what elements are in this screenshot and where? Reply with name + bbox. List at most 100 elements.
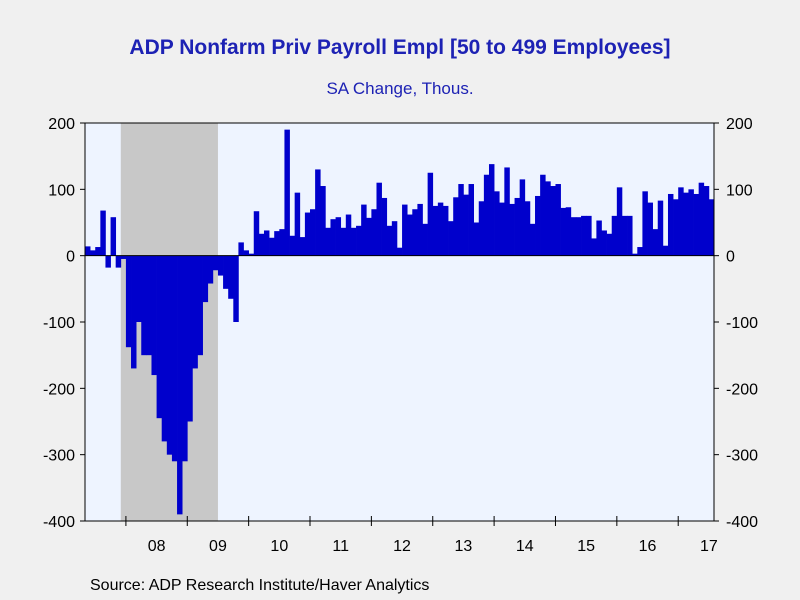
bar <box>611 215 618 256</box>
bar <box>274 231 280 256</box>
y-tick-label-left: 0 <box>66 249 75 266</box>
bar <box>688 189 694 256</box>
bar <box>606 233 613 256</box>
bar <box>279 229 285 256</box>
bar <box>161 255 168 442</box>
bar <box>110 217 117 256</box>
bar <box>182 255 188 462</box>
bar <box>146 255 152 356</box>
bar <box>253 211 260 256</box>
bar <box>581 215 587 256</box>
bar <box>463 194 469 256</box>
bar <box>325 227 331 256</box>
bar <box>223 255 229 289</box>
bar <box>442 205 449 256</box>
bar <box>621 215 628 256</box>
bar <box>483 174 490 256</box>
x-tick-label: 13 <box>455 538 473 555</box>
bar <box>683 192 689 256</box>
bar <box>330 219 336 256</box>
bar <box>627 215 633 256</box>
bar <box>151 255 157 376</box>
bar <box>299 237 306 256</box>
bar <box>105 255 111 268</box>
y-tick-label-left: 200 <box>48 116 75 133</box>
bar <box>371 209 377 256</box>
bar <box>391 221 398 256</box>
y-tick-label-left: 100 <box>48 182 75 199</box>
bar <box>591 238 597 256</box>
bar <box>529 223 536 256</box>
bar <box>432 205 439 256</box>
bar <box>125 255 132 348</box>
bar <box>350 227 357 256</box>
y-tick-label-right: 0 <box>726 249 735 266</box>
bar <box>396 247 403 256</box>
bar <box>478 201 485 256</box>
bar <box>366 217 372 256</box>
bar <box>632 253 638 256</box>
bar <box>494 191 500 256</box>
x-tick-label: 14 <box>516 538 534 555</box>
bar <box>678 187 684 256</box>
bar <box>422 223 428 256</box>
bar <box>310 209 316 256</box>
bar <box>616 187 623 256</box>
bar <box>647 202 653 256</box>
y-tick-label-right: -100 <box>726 315 758 332</box>
bar <box>197 255 203 356</box>
bar <box>417 203 423 256</box>
bar <box>565 207 572 256</box>
bar <box>289 235 296 256</box>
bar <box>233 255 239 322</box>
bar <box>100 210 106 256</box>
x-tick-label: 10 <box>270 538 288 555</box>
bar <box>263 230 270 256</box>
bar <box>514 197 521 256</box>
x-tick-label: 11 <box>332 538 349 555</box>
bar <box>545 181 551 256</box>
y-tick-label-left: -300 <box>43 448 75 465</box>
bar <box>376 182 382 256</box>
bar <box>407 214 413 256</box>
bar <box>458 184 464 256</box>
bar <box>228 255 234 299</box>
bar <box>381 197 388 256</box>
bar <box>555 184 561 256</box>
bar <box>693 193 700 256</box>
bar <box>258 233 265 256</box>
x-tick-label: 16 <box>639 538 657 555</box>
bar <box>499 202 505 256</box>
bar <box>448 221 454 256</box>
bar <box>284 129 290 256</box>
bar <box>412 209 418 256</box>
bar <box>519 179 526 256</box>
bar <box>131 255 137 369</box>
bar <box>238 242 244 256</box>
bar <box>402 204 408 256</box>
bar <box>673 199 679 256</box>
bar <box>120 255 127 259</box>
bar <box>524 201 531 256</box>
bar <box>315 169 321 256</box>
bar <box>320 186 326 256</box>
chart-subtitle: SA Change, Thous. <box>326 79 474 98</box>
bar <box>427 172 434 256</box>
bar <box>166 255 173 455</box>
chart-title: ADP Nonfarm Priv Payroll Empl [50 to 499… <box>129 36 671 59</box>
bar <box>652 229 659 256</box>
bar <box>217 255 224 276</box>
bar <box>535 195 541 256</box>
y-tick-label-left: -100 <box>43 315 75 332</box>
bar <box>504 167 510 256</box>
bar <box>248 253 255 256</box>
bar <box>601 230 607 256</box>
x-tick-label: 17 <box>700 538 718 555</box>
axes-group: 200 200 100 100 0 0 -100 -100 -200 -200 -300 -300 -4… <box>43 116 758 555</box>
bar <box>550 186 556 256</box>
bar <box>453 197 459 256</box>
bar <box>657 200 664 256</box>
bar <box>156 255 163 419</box>
bar <box>560 207 567 256</box>
